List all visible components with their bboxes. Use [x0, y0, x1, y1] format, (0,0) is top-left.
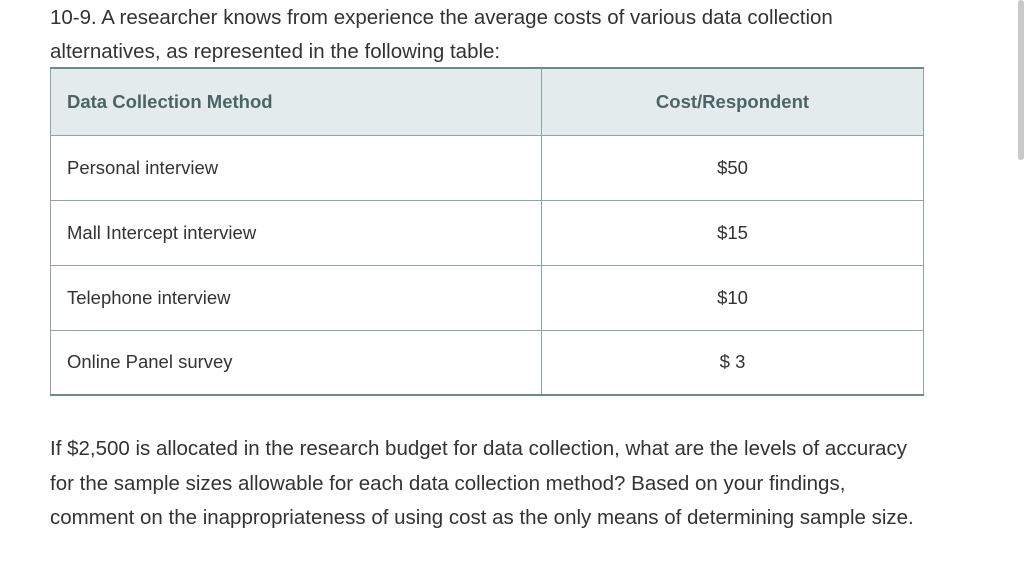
table-row: Personal interview $50: [50, 134, 924, 201]
header-method: Data Collection Method: [50, 67, 542, 136]
header-cost: Cost/Respondent: [541, 67, 924, 136]
cost-table: Data Collection Method Cost/Respondent P…: [50, 67, 924, 396]
method-cell: Online Panel survey: [50, 329, 542, 396]
cost-cell: $ 3: [541, 329, 924, 396]
problem-content: 10-9. A researcher knows from experience…: [50, 0, 930, 529]
method-cell: Mall Intercept interview: [50, 199, 542, 266]
vertical-scrollbar[interactable]: [1018, 0, 1024, 160]
cost-cell: $50: [541, 134, 924, 201]
method-cell: Personal interview: [50, 134, 542, 201]
table-row: Mall Intercept interview $15: [50, 199, 924, 266]
problem-intro: 10-9. A researcher knows from experience…: [50, 6, 833, 63]
table-row: Telephone interview $10: [50, 264, 924, 331]
table-header-row: Data Collection Method Cost/Respondent: [50, 67, 924, 136]
cost-cell: $10: [541, 264, 924, 331]
cost-cell: $15: [541, 199, 924, 266]
problem-question: If $2,500 is allocated in the research b…: [50, 437, 914, 529]
method-cell: Telephone interview: [50, 264, 542, 331]
table-row: Online Panel survey $ 3: [50, 329, 924, 396]
